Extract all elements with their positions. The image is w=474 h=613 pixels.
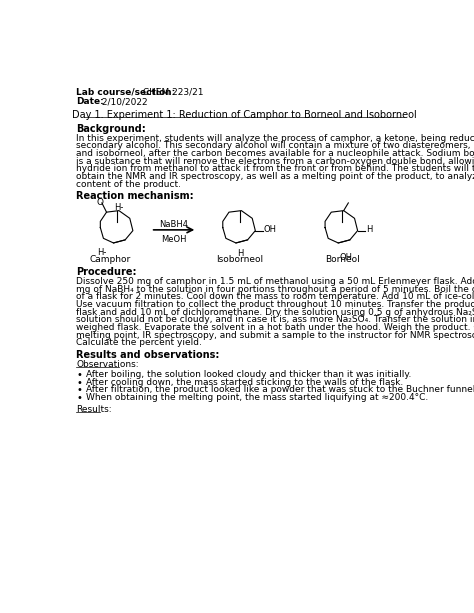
Text: Isoborneol: Isoborneol xyxy=(216,254,264,264)
Text: Procedure:: Procedure: xyxy=(76,267,137,277)
Text: H: H xyxy=(237,249,243,258)
Text: Observations:: Observations: xyxy=(76,360,139,369)
Text: Borneol: Borneol xyxy=(325,254,359,264)
Text: solution should not be cloudy, and in case it is, ass more Na₂SO₄. Transfer the : solution should not be cloudy, and in ca… xyxy=(76,315,474,324)
Text: flask and add 10 mL of dichloromethane. Dry the solution using 0.5 g of anhydrou: flask and add 10 mL of dichloromethane. … xyxy=(76,308,474,317)
Text: mg of NaBH₄ to the solution in four portions throughout a period of 5 minutes. B: mg of NaBH₄ to the solution in four port… xyxy=(76,284,474,294)
Text: In this experiment, students will analyze the process of camphor, a ketone, bein: In this experiment, students will analyz… xyxy=(76,134,474,143)
Text: content of the product.: content of the product. xyxy=(76,180,181,189)
Text: Camphor: Camphor xyxy=(89,254,130,264)
Text: Results and observations:: Results and observations: xyxy=(76,350,219,360)
Text: H-: H- xyxy=(97,248,107,257)
Text: O: O xyxy=(97,198,104,207)
Text: Dissolve 250 mg of camphor in 1.5 mL of methanol using a 50 mL Erlenmeyer flask.: Dissolve 250 mg of camphor in 1.5 mL of … xyxy=(76,277,474,286)
Text: Background:: Background: xyxy=(76,124,146,134)
Text: After boiling, the solution looked cloudy and thicker than it was initially.: After boiling, the solution looked cloud… xyxy=(86,370,411,379)
Text: NaBH4: NaBH4 xyxy=(159,220,189,229)
Text: Use vacuum filtration to collect the product throughout 10 minutes. Transfer the: Use vacuum filtration to collect the pro… xyxy=(76,300,474,309)
Text: •: • xyxy=(76,370,82,380)
Text: 2/10/2022: 2/10/2022 xyxy=(99,97,147,107)
Text: Calculate the percent yield.: Calculate the percent yield. xyxy=(76,338,202,348)
Text: obtain the NMR and IR spectroscopy, as well as a melting point of the product, t: obtain the NMR and IR spectroscopy, as w… xyxy=(76,172,474,181)
Text: •: • xyxy=(76,386,82,395)
Text: melting point, IR spectroscopy, and submit a sample to the instructor for NMR sp: melting point, IR spectroscopy, and subm… xyxy=(76,331,474,340)
Text: •: • xyxy=(76,378,82,387)
Text: Results:: Results: xyxy=(76,405,112,414)
Text: After filtration, the product looked like a powder that was stuck to the Buchner: After filtration, the product looked lik… xyxy=(86,386,474,394)
Text: MeOH: MeOH xyxy=(161,235,187,244)
Text: weighed flask. Evaporate the solvent in a hot bath under the hood. Weigh the pro: weighed flask. Evaporate the solvent in … xyxy=(76,323,474,332)
Text: and isoborneol, after the carbon becomes available for a nucleophile attack. Sod: and isoborneol, after the carbon becomes… xyxy=(76,149,474,158)
Text: When obtaining the melting point, the mass started liquifying at ≈200.4°C.: When obtaining the melting point, the ma… xyxy=(86,393,428,402)
Text: •: • xyxy=(76,393,82,403)
Text: H-: H- xyxy=(114,203,124,212)
Text: Day 1. Experiment 1: Reduction of Camphor to Borneol and Isoborneol: Day 1. Experiment 1: Reduction of Campho… xyxy=(72,110,417,120)
Text: Lab course/section:: Lab course/section: xyxy=(76,88,175,96)
Text: CHEM 223/21: CHEM 223/21 xyxy=(140,88,203,96)
Text: OH: OH xyxy=(339,253,353,262)
Text: hydride ion from methanol to attack it from the front or from behind. The studen: hydride ion from methanol to attack it f… xyxy=(76,164,474,173)
Text: of a flask for 2 minutes. Cool down the mass to room temperature. Add 10 mL of i: of a flask for 2 minutes. Cool down the … xyxy=(76,292,474,301)
Text: OH: OH xyxy=(264,224,277,234)
Text: is a substance that will remove the electrons from a carbon-oxygen double bond, : is a substance that will remove the elec… xyxy=(76,157,474,166)
Text: Reaction mechanism:: Reaction mechanism: xyxy=(76,191,194,201)
Text: After cooling down, the mass started sticking to the walls of the flask.: After cooling down, the mass started sti… xyxy=(86,378,403,387)
Text: Date:: Date: xyxy=(76,97,104,107)
Text: H: H xyxy=(366,224,373,234)
Text: secondary alcohol. This secondary alcohol will contain a mixture of two diastere: secondary alcohol. This secondary alcoho… xyxy=(76,142,474,150)
